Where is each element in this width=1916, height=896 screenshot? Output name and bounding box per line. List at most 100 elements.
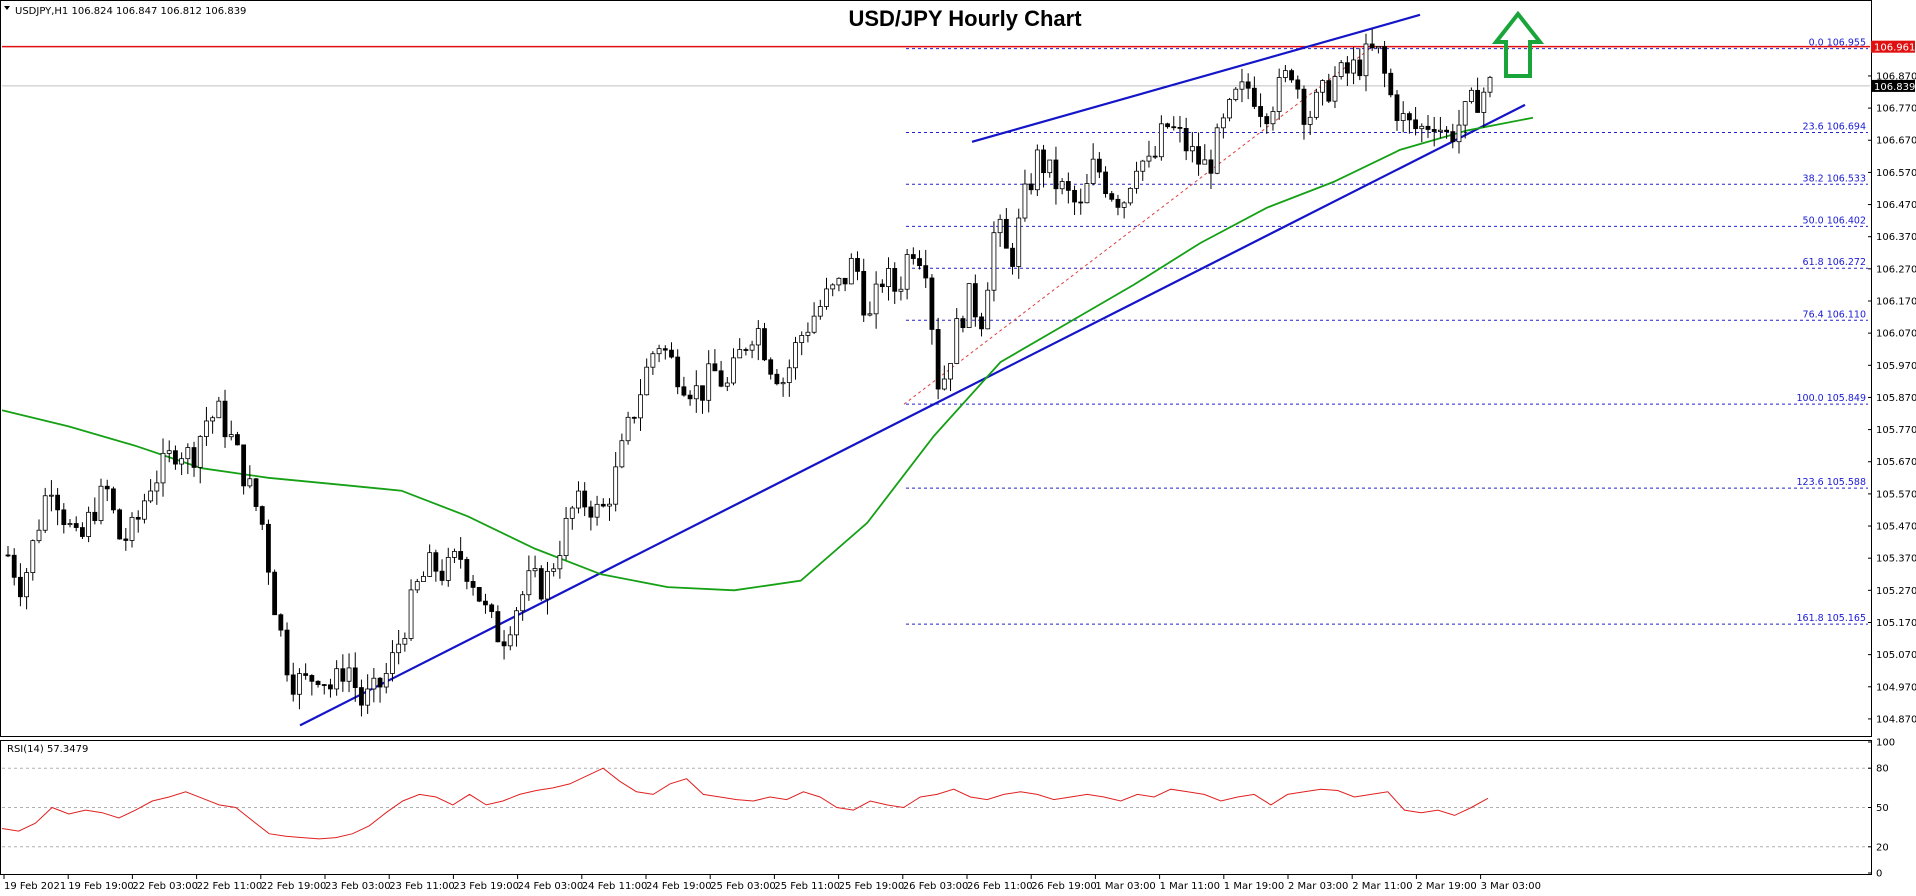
candle-body-151: [941, 378, 947, 390]
candle-body-150: [935, 329, 941, 390]
resistance-price-box: [1871, 40, 1915, 53]
candle-body-165: [1028, 183, 1034, 191]
candle-body-102: [638, 394, 643, 419]
fib-swing-line: [903, 48, 1371, 405]
candle-body-47: [297, 673, 302, 695]
support-trendline: [299, 103, 1526, 727]
candle-body-35: [222, 400, 228, 438]
candle-body-201: [1251, 87, 1257, 107]
candle-body-79: [495, 611, 501, 643]
candle-body-80: [501, 641, 507, 647]
candle-body-78: [489, 604, 495, 612]
time-tick-label-5: 23 Feb 03:00: [325, 881, 391, 892]
candle-body-41: [259, 506, 265, 525]
candle-body-167: [1041, 149, 1046, 174]
candle-body-147: [917, 258, 922, 267]
candle-body-4: [30, 540, 36, 574]
rsi-indicator: 100 80 50 20 0: [1, 738, 1895, 880]
candle-body-21: [135, 516, 141, 520]
candle-body-20: [129, 516, 135, 541]
candle-body-206: [1282, 70, 1288, 78]
dropdown-triangle-icon[interactable]: [4, 6, 10, 10]
candle-body-99: [619, 440, 625, 468]
rsi-tick-label-4: 0: [1876, 869, 1882, 880]
time-tick-label-7: 23 Feb 19:00: [453, 881, 519, 892]
candle-body-148: [923, 265, 929, 279]
price-tick-label-14: 105.470: [1876, 522, 1916, 533]
candle-body-100: [625, 416, 631, 442]
candle-body-236: [1468, 89, 1474, 103]
candle-body-115: [718, 370, 724, 387]
candle-body-29: [185, 447, 191, 460]
candle-body-162: [1010, 247, 1015, 267]
candle-body-33: [210, 417, 216, 422]
candle-body-199: [1239, 81, 1245, 90]
candle-body-175: [1090, 158, 1096, 184]
candle-body-134: [836, 277, 842, 286]
candle-body-87: [545, 570, 550, 600]
time-tick-label-9: 24 Feb 11:00: [582, 881, 648, 892]
rsi-tick-label-1: 80: [1876, 764, 1889, 775]
price-tick-label-15: 105.370: [1876, 554, 1916, 565]
candle-body-85: [532, 568, 538, 572]
candle-body-184: [1146, 155, 1152, 162]
candle-body-198: [1233, 88, 1239, 100]
candle-body-61: [383, 673, 389, 688]
candle-body-38: [241, 444, 247, 487]
candle-body-140: [873, 283, 879, 315]
candle-body-113: [706, 363, 712, 401]
candlesticks: [5, 29, 1493, 717]
candle-body-176: [1096, 158, 1102, 173]
fibonacci-levels: 0.0 106.955 23.6 106.694 38.2 106.533 50.0 …: [903, 38, 1868, 625]
candle-body-59: [371, 677, 377, 690]
candle-body-26: [166, 450, 172, 454]
candle-body-192: [1196, 146, 1201, 165]
candle-body-220: [1369, 43, 1375, 49]
time-tick-label-20: 2 Mar 03:00: [1288, 881, 1348, 892]
candle-body-70: [439, 570, 445, 581]
candle-body-208: [1295, 79, 1301, 90]
candle-body-182: [1134, 170, 1139, 189]
candle-body-129: [805, 331, 811, 336]
price-tick-label-3: 106.570: [1876, 168, 1916, 179]
candle-body-210: [1307, 116, 1313, 125]
rsi-tick-label-3: 20: [1876, 842, 1889, 853]
candle-body-76: [476, 587, 482, 602]
candle-body-214: [1332, 76, 1338, 102]
candle-body-95: [594, 503, 600, 518]
candle-body-28: [179, 458, 185, 465]
time-tick-label-2: 22 Feb 03:00: [132, 881, 198, 892]
candle-body-227: [1413, 119, 1418, 130]
price-tick-label-13: 105.570: [1876, 489, 1916, 500]
candle-body-160: [997, 218, 1003, 234]
candle-body-161: [1003, 218, 1009, 249]
candle-body-7: [49, 494, 54, 497]
candle-body-96: [600, 503, 606, 507]
candle-body-54: [340, 668, 346, 682]
fib-label-3: 50.0 106.402: [1803, 215, 1866, 226]
candle-body-139: [867, 313, 873, 316]
candle-body-225: [1400, 113, 1406, 121]
candle-body-169: [1053, 159, 1059, 190]
fib-label-1: 23.6 106.694: [1803, 122, 1866, 133]
candle-body-53: [334, 668, 340, 690]
candle-body-197: [1227, 99, 1232, 119]
candle-body-120: [749, 344, 755, 351]
time-tick-label-16: 26 Feb 19:00: [1031, 881, 1097, 892]
price-tick-label-1: 106.770: [1876, 104, 1916, 115]
candle-body-209: [1301, 88, 1307, 125]
price-tick-label-19: 104.970: [1876, 682, 1916, 693]
candle-body-82: [514, 610, 519, 636]
time-tick-label-1: 19 Feb 19:00: [68, 881, 134, 892]
candle-body-97: [607, 503, 612, 507]
candle-body-60: [377, 677, 383, 688]
candle-body-109: [681, 386, 687, 396]
candle-body-145: [904, 254, 910, 290]
candle-body-122: [762, 328, 767, 361]
candle-body-157: [979, 316, 984, 330]
price-tick-label-18: 105.070: [1876, 650, 1916, 661]
candle-body-93: [582, 490, 588, 508]
candle-body-77: [483, 600, 488, 606]
price-tick-label-6: 106.270: [1876, 264, 1916, 275]
